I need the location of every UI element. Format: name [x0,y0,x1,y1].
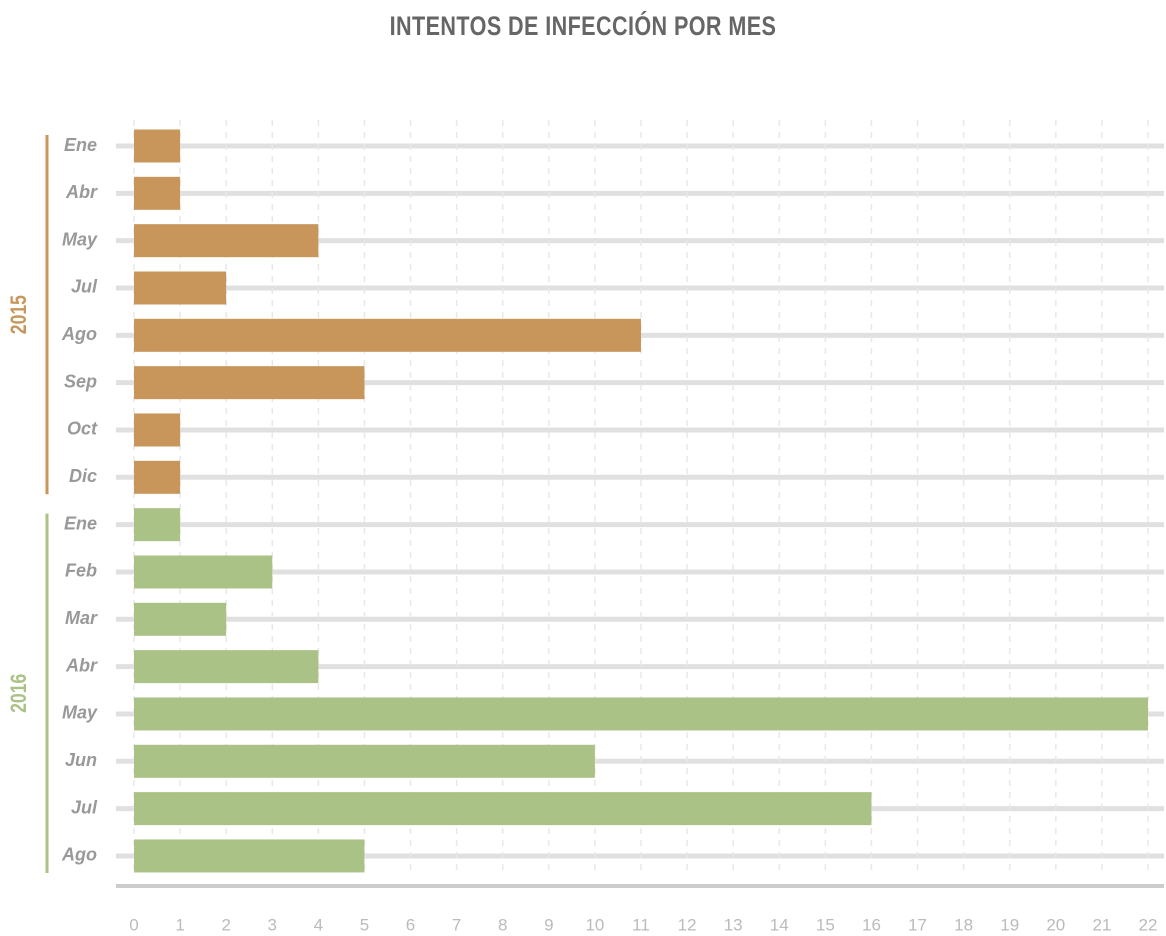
x-tick-label: 21 [1092,915,1111,934]
x-tick-label: 18 [954,915,973,934]
x-tick-label: 5 [360,915,369,934]
x-tick-label: 6 [406,915,415,934]
x-tick-label: 16 [862,915,881,934]
y-tick-label: Feb [65,561,97,581]
group-label: 2016 [7,674,31,713]
x-tick-label: 0 [129,915,138,934]
y-tick-label: Jun [65,750,97,770]
bar [134,744,595,778]
x-tick-label: 9 [544,915,553,934]
bar [134,413,181,447]
x-tick-label: 11 [632,915,650,934]
x-tick-label: 17 [908,915,927,934]
bar [134,697,1148,731]
bar [134,318,641,352]
bar [134,839,365,873]
group-label: 2015 [7,295,31,334]
chart-title: INTENTOS DE INFECCIÓN POR MES [390,11,777,42]
y-tick-label: Ene [64,135,97,155]
x-tick-label: 19 [1000,915,1019,934]
y-tick-label: Oct [67,419,98,439]
x-tick-label: 15 [816,915,835,934]
bar [134,508,181,542]
x-tick-label: 2 [221,915,230,934]
y-tick-label: Jul [71,277,98,297]
y-tick-label: Abr [65,655,98,675]
bar [134,792,872,826]
x-tick-label: 7 [452,915,461,934]
bar [134,650,319,684]
x-tick-label: 22 [1139,915,1158,934]
y-tick-label: Ago [61,324,97,344]
x-tick-label: 13 [724,915,743,934]
x-tick-label: 3 [268,915,277,934]
y-tick-label: May [62,703,98,723]
bar [134,129,181,163]
y-tick-label: Mar [65,608,98,628]
y-tick-label: Jul [71,797,98,817]
x-tick-label: 10 [585,915,604,934]
x-tick-label: 12 [678,915,697,934]
y-tick-label: May [62,229,98,249]
x-tick-label: 4 [314,915,323,934]
x-tick-label: 1 [175,915,184,934]
y-tick-label: Sep [64,371,97,391]
bar [134,460,181,494]
y-tick-label: Ago [61,845,97,865]
bar [134,366,365,400]
y-tick-label: Ene [64,513,97,533]
bar [134,224,319,258]
bar [134,271,227,305]
bar [134,176,181,210]
bar [134,602,227,636]
x-tick-label: 14 [770,915,789,934]
x-tick-label: 8 [498,915,507,934]
bar [134,555,273,589]
x-tick-label: 20 [1046,915,1065,934]
y-tick-label: Dic [69,466,97,486]
y-tick-label: Abr [65,182,98,202]
